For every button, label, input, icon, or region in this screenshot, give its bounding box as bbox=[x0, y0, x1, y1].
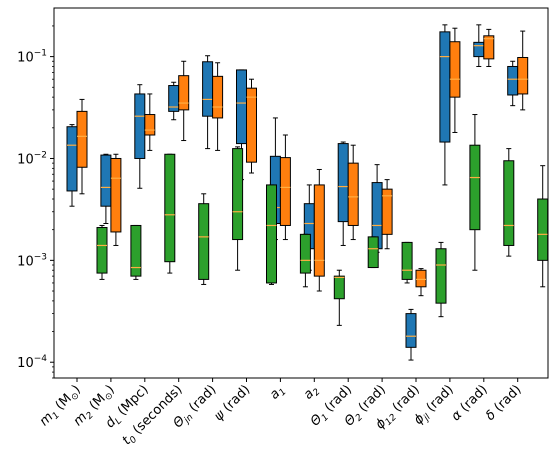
box-series3-cat3 bbox=[164, 153, 176, 274]
box-series1-cat11 bbox=[405, 308, 417, 361]
box-iqr bbox=[178, 75, 190, 111]
boxes-layer bbox=[66, 24, 549, 361]
box-iqr bbox=[110, 157, 122, 233]
box-iqr bbox=[212, 75, 224, 119]
y-tick-label: 10−4 bbox=[17, 354, 47, 371]
box-iqr bbox=[313, 184, 325, 277]
box-series3-cat6 bbox=[266, 184, 277, 285]
box-iqr bbox=[367, 236, 379, 269]
box-series3-cat4 bbox=[198, 193, 210, 285]
box-series2-cat7 bbox=[279, 134, 291, 241]
box-iqr bbox=[236, 69, 247, 145]
box-iqr bbox=[507, 65, 519, 96]
box-series2-cat9 bbox=[347, 144, 359, 241]
box-series3-cat11 bbox=[435, 241, 447, 318]
box-series3-cat2 bbox=[130, 224, 142, 280]
box-iqr bbox=[76, 110, 88, 168]
box-series2-cat6 bbox=[246, 78, 257, 174]
y-tick-label: 10−3 bbox=[17, 252, 47, 269]
box-series3-cat12 bbox=[469, 114, 481, 271]
box-iqr bbox=[517, 56, 529, 95]
box-iqr bbox=[232, 148, 244, 241]
box-series2-cat14 bbox=[517, 30, 529, 111]
box-series3-cat13 bbox=[503, 148, 515, 257]
box-series2-cat1 bbox=[76, 98, 88, 195]
box-iqr bbox=[96, 227, 108, 274]
box-series2-cat10 bbox=[381, 179, 393, 250]
box-iqr bbox=[299, 233, 311, 274]
box-iqr bbox=[100, 154, 112, 207]
box-iqr bbox=[439, 31, 451, 143]
y-tick-label: 10−2 bbox=[17, 150, 47, 167]
box-iqr bbox=[333, 275, 345, 300]
box-series1-cat13 bbox=[473, 24, 485, 67]
box-iqr bbox=[246, 87, 257, 163]
box-iqr bbox=[198, 203, 210, 280]
box-series3-cat5 bbox=[232, 146, 244, 271]
box-iqr bbox=[401, 241, 413, 280]
box-series2-cat11 bbox=[415, 268, 427, 297]
box-iqr bbox=[381, 188, 393, 235]
box-series3-cat9 bbox=[367, 236, 379, 269]
box-series2-cat5 bbox=[212, 62, 224, 151]
box-series2-cat8 bbox=[313, 168, 325, 292]
box-iqr bbox=[134, 93, 146, 159]
box-series2-cat12 bbox=[449, 27, 461, 133]
box-series3-cat8 bbox=[333, 269, 345, 326]
box-series3-cat7 bbox=[299, 233, 311, 288]
box-iqr bbox=[415, 269, 427, 288]
box-iqr bbox=[130, 224, 142, 277]
box-iqr bbox=[202, 61, 214, 117]
box-iqr bbox=[503, 160, 515, 246]
box-series3-cat1 bbox=[96, 224, 108, 280]
box-iqr bbox=[144, 114, 156, 136]
box-series2-cat4 bbox=[178, 60, 190, 142]
box-iqr bbox=[266, 184, 277, 284]
box-series3-cat10 bbox=[401, 241, 413, 284]
box-iqr bbox=[66, 126, 78, 192]
box-iqr bbox=[537, 198, 549, 261]
box-iqr bbox=[473, 41, 485, 58]
box-series1-cat4 bbox=[168, 81, 180, 121]
box-iqr bbox=[405, 313, 417, 348]
box-iqr bbox=[435, 248, 447, 304]
box-iqr bbox=[469, 144, 481, 231]
box-iqr bbox=[279, 157, 291, 226]
box-series2-cat3 bbox=[144, 93, 156, 151]
axes-frame bbox=[53, 7, 549, 379]
box-series2-cat13 bbox=[483, 28, 495, 67]
box-series2-cat2 bbox=[110, 153, 122, 246]
box-iqr bbox=[449, 41, 461, 98]
x-category-label: m2 (M⊙) bbox=[71, 382, 119, 430]
y-tick-label: 10−1 bbox=[17, 49, 47, 66]
box-iqr bbox=[164, 153, 176, 263]
box-iqr bbox=[347, 162, 359, 226]
box-iqr bbox=[483, 35, 495, 60]
box-iqr bbox=[337, 143, 349, 223]
